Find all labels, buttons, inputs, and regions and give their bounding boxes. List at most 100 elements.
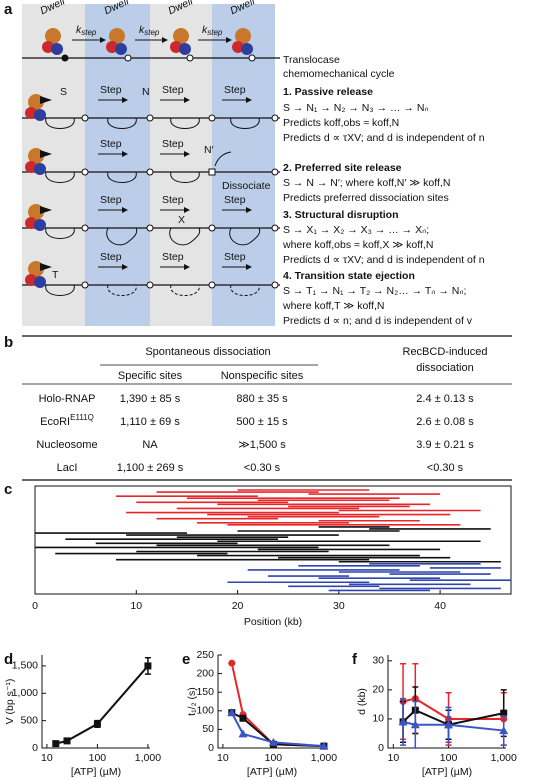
label: k: [202, 24, 208, 36]
y-tick-label: 100: [196, 705, 214, 717]
label: 3.9 ± 0.21 s: [416, 439, 474, 451]
protein: [235, 28, 251, 44]
protein: [25, 217, 37, 229]
panel-label: d: [4, 651, 13, 668]
protein: [241, 43, 253, 55]
loop: [230, 284, 260, 296]
x-tick-label: 1,000: [135, 752, 161, 764]
label: X: [178, 214, 185, 226]
label: Step: [162, 84, 184, 96]
label: chemomechanical cycle: [283, 68, 395, 80]
protein: [34, 109, 46, 121]
label: 880 ± 35 s: [236, 393, 288, 405]
arrow-head: [184, 151, 190, 157]
y-axis-label: t₁/₂ (s): [186, 687, 198, 716]
site: [271, 168, 279, 176]
x-tick-label: 100: [440, 752, 458, 764]
protein: [45, 28, 61, 44]
label: a: [4, 1, 13, 18]
loop: [169, 227, 201, 246]
arrow-head: [122, 264, 128, 270]
label: ≫1,500 s: [238, 439, 286, 451]
protein: [42, 41, 54, 53]
arrow-head: [122, 97, 128, 103]
label: Step: [224, 251, 246, 263]
label: Predicts koff,obs ≈ koff,N: [283, 117, 399, 129]
arrow-head: [246, 97, 252, 103]
label: Step: [224, 84, 246, 96]
loop: [170, 171, 200, 183]
protein: [173, 28, 189, 44]
label: RecBCD-induced: [403, 346, 488, 358]
label: 4. Transition state ejection: [283, 270, 415, 282]
panel-label: c: [4, 481, 12, 498]
label: Dissociate: [222, 180, 271, 192]
label: 1,110 ± 69 s: [120, 416, 180, 428]
label: Predicts preferred dissociation sites: [283, 192, 449, 204]
x-axis-label: [ATP] (µM): [71, 766, 121, 778]
marker: [398, 717, 408, 726]
x-tick-label: 1,000: [491, 752, 517, 764]
label: step: [81, 28, 97, 37]
y-tick-label: 0: [378, 742, 384, 754]
y-tick-label: 150: [196, 686, 214, 698]
loop: [106, 227, 138, 246]
marker: [239, 714, 247, 722]
y-tick-label: 50: [202, 723, 214, 735]
site: [81, 114, 89, 122]
label: T: [52, 269, 59, 281]
label: Nonspecific sites: [221, 370, 304, 382]
row-name: Nucleosome: [36, 439, 97, 451]
label: S → N → N′; where koff,N′ ≫ koff,N: [283, 177, 450, 189]
label: k: [139, 24, 145, 36]
label: S → T₁ → N₁ → T₂ → N₂… → Tₙ → Nₙ;: [283, 285, 466, 297]
protein: [106, 41, 118, 53]
protein: [25, 107, 37, 119]
x-tick-label: 20: [232, 600, 244, 612]
x-axis-label: [ATP] (µM): [422, 766, 472, 778]
site: [248, 54, 256, 62]
marker: [93, 720, 101, 728]
label: where koff,obs ≈ koff,X ≫ koff,N: [282, 239, 433, 251]
x-tick-label: 1,000: [311, 752, 337, 764]
arrow-head: [226, 37, 232, 43]
row-name: Holo-RNAP: [39, 393, 96, 405]
label: where koff,T ≫ koff,N: [282, 300, 384, 312]
label: step: [144, 28, 160, 37]
label: Specific sites: [118, 370, 183, 382]
y-tick-label: 1,500: [12, 660, 38, 672]
site: [81, 168, 89, 176]
loop: [107, 117, 137, 129]
label: step: [207, 28, 223, 37]
label: kstep: [139, 24, 160, 37]
marker: [238, 729, 248, 738]
label: <0.30 s: [244, 462, 281, 474]
protein: [25, 161, 37, 173]
label: S → N₁ → N₂ → N₃ → … → Nₙ: [283, 102, 429, 114]
panel-label: e: [182, 651, 190, 668]
loop: [230, 117, 260, 129]
protein: [179, 43, 191, 55]
x-axis-label: Position (kb): [244, 616, 302, 628]
row-name: Holo-RNAP: [39, 393, 96, 405]
x-tick-label: 100: [89, 752, 107, 764]
y-tick-label: 30: [372, 655, 384, 667]
site: [81, 224, 89, 232]
loop: [170, 284, 200, 296]
y-axis-label: V (bp s⁻¹): [4, 679, 16, 725]
loop: [45, 171, 75, 183]
arrow-head: [246, 207, 252, 213]
loop: [107, 171, 137, 183]
protein: [34, 276, 46, 288]
pointer: [40, 96, 52, 104]
arrow: [214, 151, 232, 167]
loop: [45, 117, 75, 129]
arrow-head: [184, 207, 190, 213]
panel-label: f: [352, 651, 358, 668]
x-tick-label: 100: [265, 752, 283, 764]
series-line: [230, 712, 324, 748]
row-name: LacI: [57, 462, 78, 474]
y-tick-label: 20: [372, 684, 384, 696]
label: Step: [224, 194, 246, 206]
